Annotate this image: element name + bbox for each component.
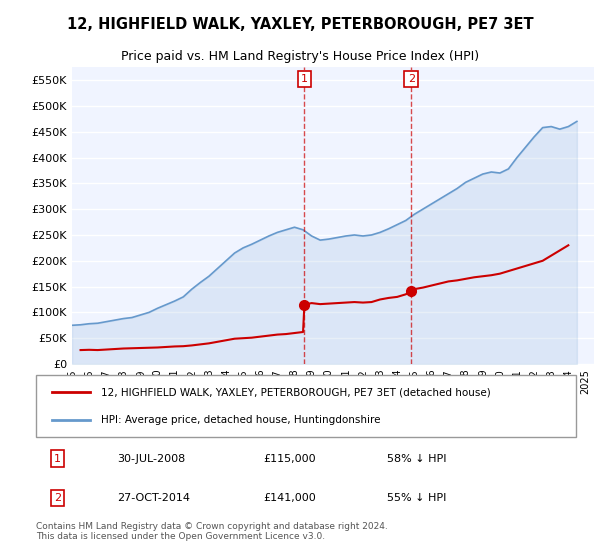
Text: 2: 2 [408,74,415,84]
Text: 2: 2 [54,493,61,503]
Text: 1: 1 [301,74,308,84]
Text: Price paid vs. HM Land Registry's House Price Index (HPI): Price paid vs. HM Land Registry's House … [121,50,479,63]
FancyBboxPatch shape [36,375,576,437]
Text: £115,000: £115,000 [263,454,316,464]
Text: 12, HIGHFIELD WALK, YAXLEY, PETERBOROUGH, PE7 3ET (detached house): 12, HIGHFIELD WALK, YAXLEY, PETERBOROUGH… [101,388,491,398]
Text: 30-JUL-2008: 30-JUL-2008 [117,454,185,464]
Text: 12, HIGHFIELD WALK, YAXLEY, PETERBOROUGH, PE7 3ET: 12, HIGHFIELD WALK, YAXLEY, PETERBOROUGH… [67,17,533,32]
Text: 27-OCT-2014: 27-OCT-2014 [117,493,190,503]
Text: 1: 1 [54,454,61,464]
Text: Contains HM Land Registry data © Crown copyright and database right 2024.
This d: Contains HM Land Registry data © Crown c… [36,522,388,542]
Text: HPI: Average price, detached house, Huntingdonshire: HPI: Average price, detached house, Hunt… [101,414,380,424]
Text: 55% ↓ HPI: 55% ↓ HPI [387,493,446,503]
Text: 58% ↓ HPI: 58% ↓ HPI [387,454,446,464]
Text: £141,000: £141,000 [263,493,316,503]
